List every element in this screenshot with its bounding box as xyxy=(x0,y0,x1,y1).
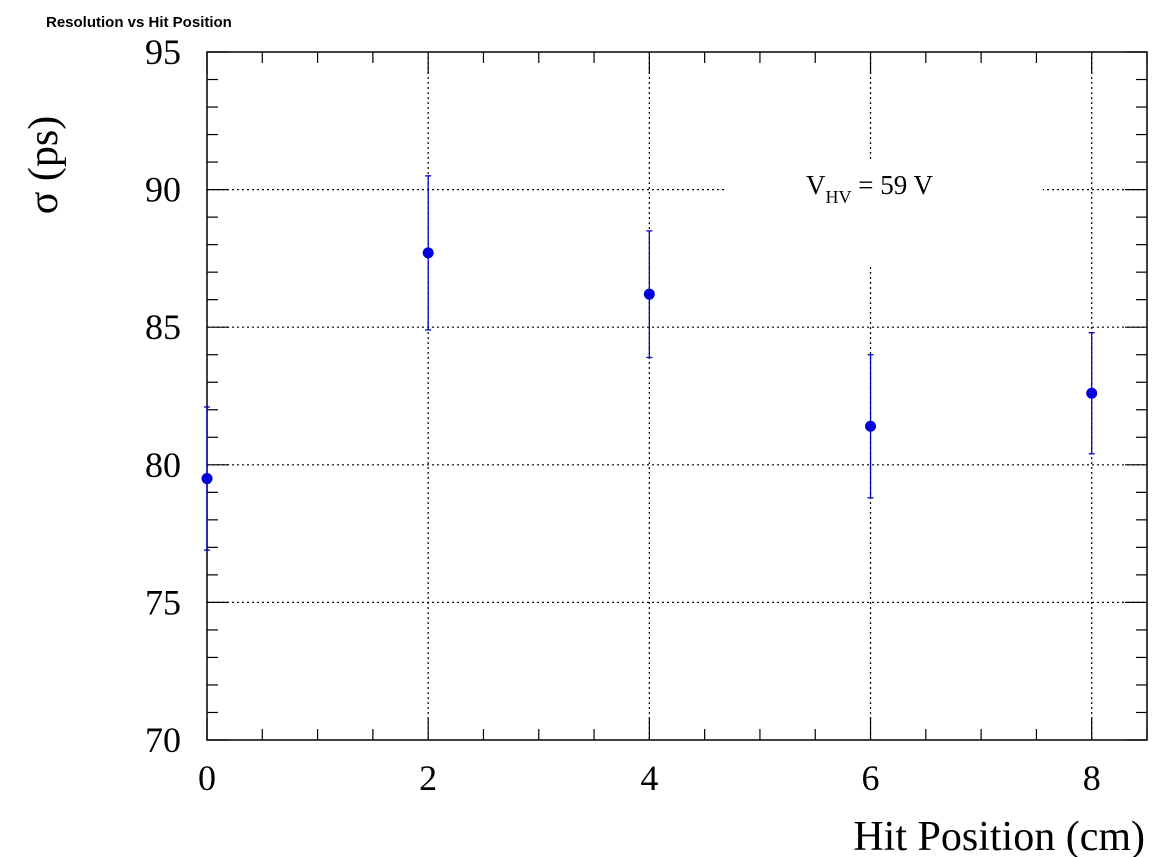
y-tick-label: 90 xyxy=(145,170,181,210)
data-point xyxy=(865,420,877,432)
data-point xyxy=(643,288,655,300)
x-tick-label: 2 xyxy=(419,758,437,798)
x-tick-label: 0 xyxy=(198,758,216,798)
axis-ticks xyxy=(206,51,1148,741)
y-tick-label: 95 xyxy=(145,32,181,72)
y-tick-label: 75 xyxy=(145,582,181,622)
hv-annotation: VHV = 59 V xyxy=(806,170,933,207)
annotation-background xyxy=(725,160,1043,216)
data-point xyxy=(1086,387,1098,399)
x-axis-title: Hit Position (cm) xyxy=(853,814,1145,857)
grid-lines xyxy=(207,52,1147,740)
data-series xyxy=(201,175,1098,551)
x-tick-label: 6 xyxy=(862,758,880,798)
data-point xyxy=(422,247,434,259)
x-tick-label: 4 xyxy=(640,758,658,798)
y-tick-label: 85 xyxy=(145,307,181,347)
x-tick-labels: 0 2 4 6 8 xyxy=(198,758,1101,798)
y-tick-labels: 70 75 80 85 90 95 xyxy=(145,32,181,760)
y-axis-title: σ (ps) xyxy=(21,116,67,214)
plot-frame xyxy=(206,51,1148,741)
x-tick-label: 8 xyxy=(1083,758,1101,798)
chart-title: Resolution vs Hit Position xyxy=(46,14,232,31)
annotation-background-2 xyxy=(860,216,880,264)
data-point xyxy=(201,473,213,485)
y-tick-label: 70 xyxy=(145,720,181,760)
y-tick-label: 80 xyxy=(145,445,181,485)
